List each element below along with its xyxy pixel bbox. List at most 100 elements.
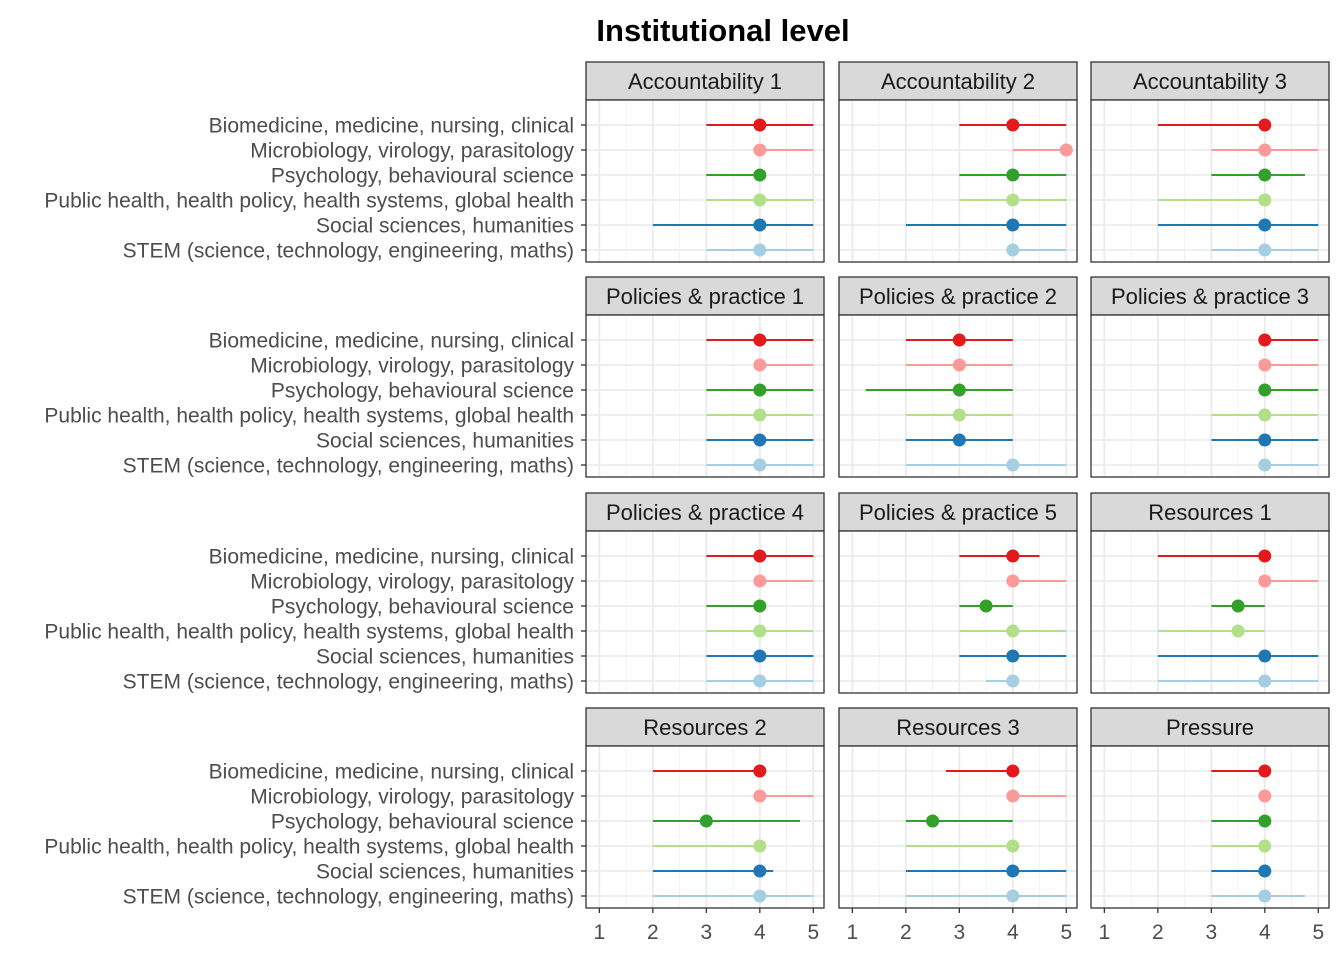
category-label: Social sciences, humanities xyxy=(316,861,574,884)
panel-2: Accountability 2 xyxy=(838,61,1078,263)
panel-strip-label: Policies & practice 1 xyxy=(606,284,804,309)
median-point xyxy=(1258,118,1272,132)
median-point xyxy=(1231,599,1245,613)
median-point xyxy=(753,674,767,688)
median-point xyxy=(1006,574,1020,588)
median-point xyxy=(1258,458,1272,472)
category-label: STEM (science, technology, engineering, … xyxy=(123,886,574,909)
panel-border xyxy=(838,745,1078,909)
x-tick-label: 3 xyxy=(700,921,712,944)
median-point xyxy=(1258,193,1272,207)
median-point xyxy=(926,814,940,828)
category-label: STEM (science, technology, engineering, … xyxy=(123,240,574,263)
median-point xyxy=(1258,889,1272,903)
median-point xyxy=(1006,864,1020,878)
median-point xyxy=(753,864,767,878)
median-point xyxy=(753,243,767,257)
category-labels-layer: Biomedicine, medicine, nursing, clinical… xyxy=(44,115,574,909)
median-point xyxy=(753,383,767,397)
panel-8: Policies & practice 5 xyxy=(838,492,1078,694)
category-label: Social sciences, humanities xyxy=(316,430,574,453)
x-tick-label: 4 xyxy=(754,921,766,944)
panel-strip xyxy=(1090,61,1330,101)
panel-border xyxy=(1090,530,1330,694)
panel-strip-label: Resources 2 xyxy=(643,715,767,740)
median-point xyxy=(753,839,767,853)
median-point xyxy=(753,333,767,347)
median-point xyxy=(753,574,767,588)
median-point xyxy=(1006,193,1020,207)
median-point xyxy=(1258,143,1272,157)
median-point xyxy=(1006,674,1020,688)
category-label: Psychology, behavioural science xyxy=(271,380,574,403)
panel-border xyxy=(838,99,1078,263)
panel-1: Accountability 1 xyxy=(581,61,825,263)
median-point xyxy=(1258,649,1272,663)
panel-strip-label: Policies & practice 2 xyxy=(859,284,1057,309)
panel-border xyxy=(585,530,825,694)
median-point xyxy=(1006,218,1020,232)
panel-strip-label: Resources 1 xyxy=(1148,500,1272,525)
panel-strip xyxy=(585,276,825,316)
panel-11: Resources 3 xyxy=(838,707,1078,909)
panel-strip-label: Accountability 3 xyxy=(1133,69,1287,94)
median-point xyxy=(1006,889,1020,903)
panel-border xyxy=(585,314,825,478)
x-tick-label: 5 xyxy=(1312,921,1324,944)
panel-strip xyxy=(1090,492,1330,532)
panel-9: Resources 1 xyxy=(1090,492,1330,694)
panel-strip-label: Policies & practice 3 xyxy=(1111,284,1309,309)
median-point xyxy=(1258,839,1272,853)
median-point xyxy=(1258,864,1272,878)
category-label: Psychology, behavioural science xyxy=(271,165,574,188)
median-point xyxy=(1258,674,1272,688)
median-point xyxy=(753,764,767,778)
chart-title: Institutional level xyxy=(596,13,849,48)
category-label: Public health, health policy, health sys… xyxy=(44,405,574,428)
median-point xyxy=(1258,408,1272,422)
median-point xyxy=(1006,649,1020,663)
panel-strip xyxy=(585,61,825,101)
median-point xyxy=(1258,358,1272,372)
panel-7: Policies & practice 4 xyxy=(581,492,825,694)
category-label: Public health, health policy, health sys… xyxy=(44,621,574,644)
category-label: Social sciences, humanities xyxy=(316,215,574,238)
x-tick-label: 2 xyxy=(1152,921,1164,944)
panel-10: Resources 2 xyxy=(581,707,825,909)
panel-border xyxy=(585,99,825,263)
x-tick-label: 3 xyxy=(1205,921,1217,944)
panel-strip xyxy=(1090,707,1330,747)
x-tick-label: 2 xyxy=(647,921,659,944)
panel-border xyxy=(1090,745,1330,909)
median-point xyxy=(753,193,767,207)
median-point xyxy=(979,599,993,613)
median-point xyxy=(753,218,767,232)
panel-strip-label: Accountability 2 xyxy=(881,69,1035,94)
median-point xyxy=(1006,624,1020,638)
median-point xyxy=(753,168,767,182)
panel-strip-label: Pressure xyxy=(1166,715,1254,740)
x-tick-label: 4 xyxy=(1007,921,1019,944)
median-point xyxy=(952,358,966,372)
panel-12: Pressure xyxy=(1090,707,1330,909)
panel-strip xyxy=(838,276,1078,316)
median-point xyxy=(1006,168,1020,182)
median-point xyxy=(753,549,767,563)
category-label: Psychology, behavioural science xyxy=(271,596,574,619)
x-tick-label: 3 xyxy=(953,921,965,944)
median-point xyxy=(1258,789,1272,803)
median-point xyxy=(1006,458,1020,472)
x-tick-label: 5 xyxy=(807,921,819,944)
median-point xyxy=(1006,549,1020,563)
category-label: Public health, health policy, health sys… xyxy=(44,836,574,859)
median-point xyxy=(1006,243,1020,257)
panel-border xyxy=(838,530,1078,694)
median-point xyxy=(753,649,767,663)
category-label: Psychology, behavioural science xyxy=(271,811,574,834)
category-label: Microbiology, virology, parasitology xyxy=(250,355,574,378)
median-point xyxy=(1258,218,1272,232)
median-point xyxy=(952,383,966,397)
median-point xyxy=(1258,814,1272,828)
